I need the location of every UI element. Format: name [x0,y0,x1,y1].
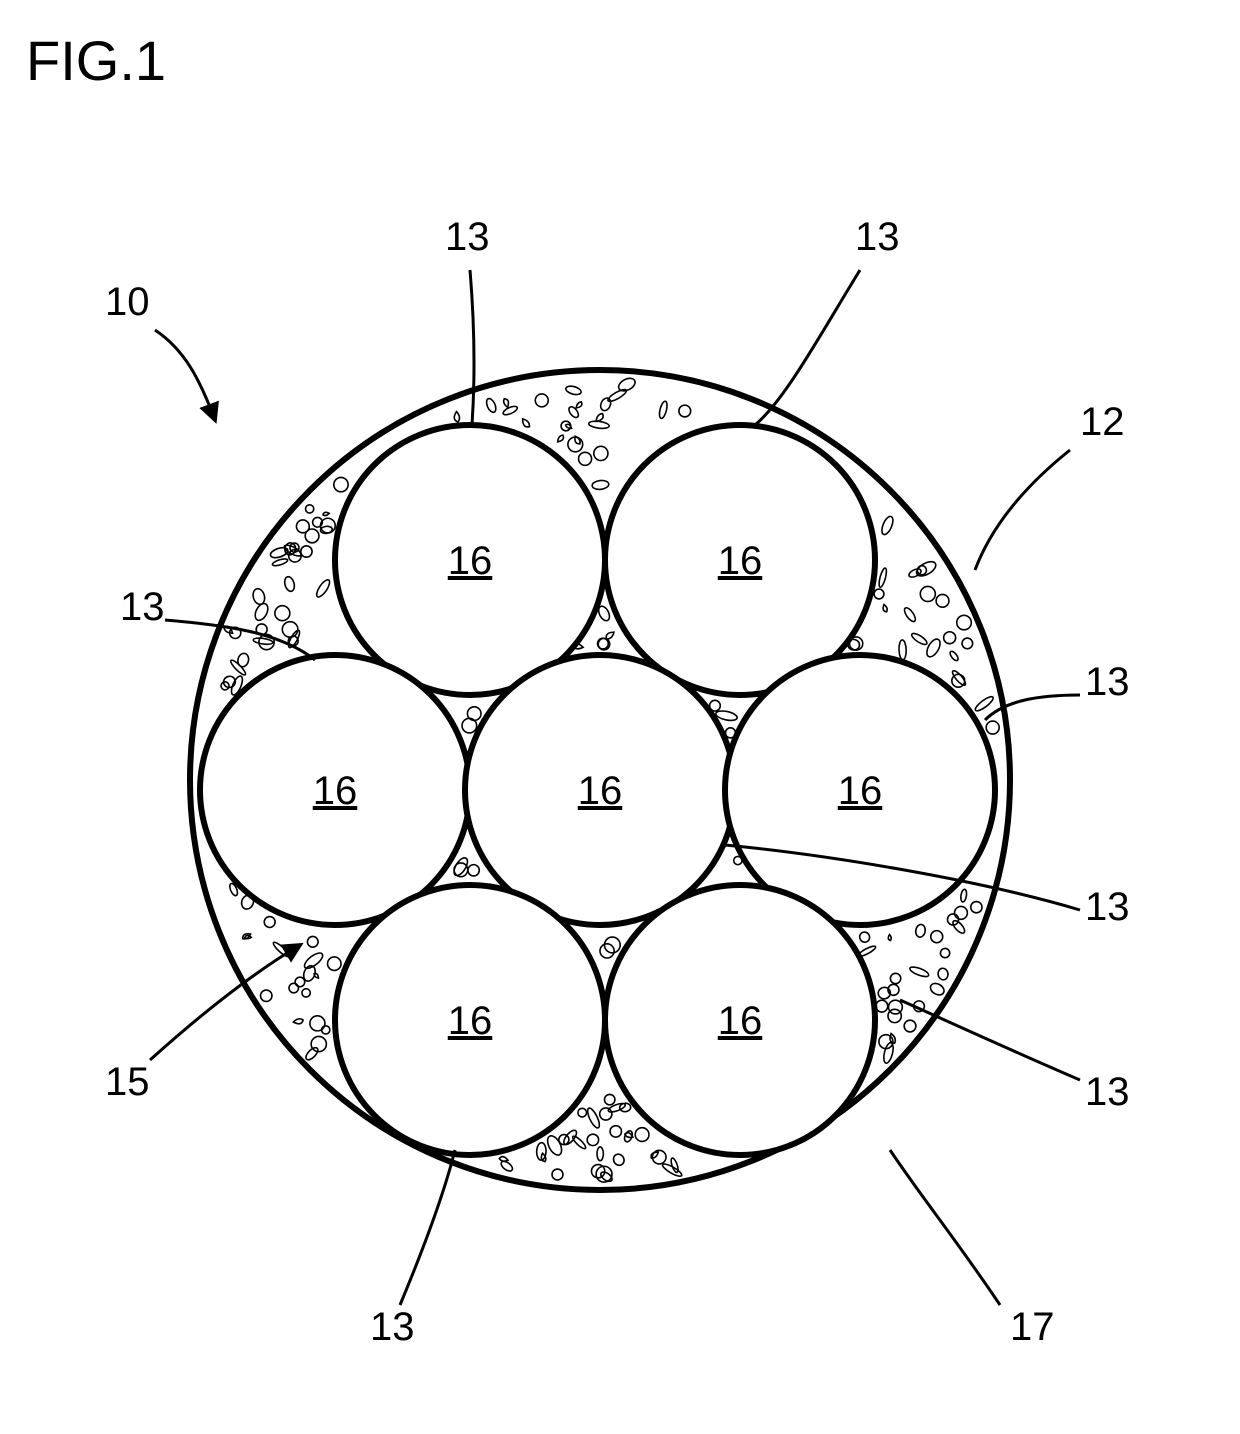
inner-circle-label: 16 [578,769,623,813]
inner-circle-label: 16 [838,769,883,813]
callout-label: 15 [105,1060,150,1104]
inner-circle-label: 16 [718,539,763,583]
leader-line [165,620,315,660]
figure-title: FIG.1 [26,29,166,92]
leader-line [975,450,1070,570]
callout-label: 12 [1080,400,1125,444]
leader-line [755,270,860,425]
leader-line [470,270,474,425]
callout-label: 13 [370,1305,415,1349]
leader-line [155,330,215,420]
callout-label: 13 [120,585,165,629]
callout-label: 10 [105,280,150,324]
inner-circle-label: 16 [448,999,493,1043]
callout-label: 13 [1085,660,1130,704]
leader-line [890,1150,1000,1305]
leader-line [900,1000,1080,1080]
callout-label: 13 [1085,1070,1130,1114]
leader-line [150,945,300,1060]
leader-line [400,1150,455,1305]
callout-label: 17 [1010,1305,1055,1349]
patent-figure: FIG.1 16 16 16 16 16 16 16 10 13 13 12 13 13 13 15 13 13 1… [0,0,1240,1434]
callout-label: 13 [445,215,490,259]
inner-circle-label: 16 [313,769,358,813]
callout-label: 13 [1085,885,1130,929]
inner-circle-label: 16 [718,999,763,1043]
callout-label: 13 [855,215,900,259]
inner-circle-label: 16 [448,539,493,583]
